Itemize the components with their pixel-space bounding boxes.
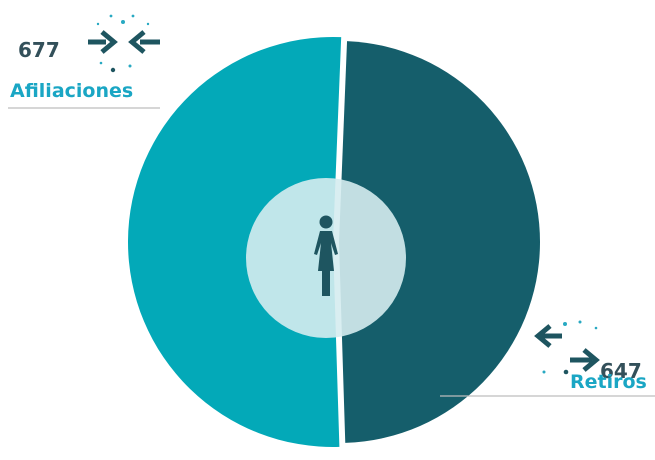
retiros-value: 647 xyxy=(600,359,642,383)
afiliaciones-value: 677 xyxy=(18,38,60,62)
retiros-label: Retiros xyxy=(570,371,647,393)
pie-slice-retiros xyxy=(339,41,540,443)
afiliaciones-label: Afiliaciones xyxy=(10,80,133,102)
woman-icon xyxy=(314,215,338,296)
pie-slices xyxy=(127,36,540,448)
pie-slice-afiliaciones xyxy=(127,36,342,448)
arrows-inward-icon xyxy=(88,14,160,73)
arrows-outward-icon xyxy=(534,320,600,375)
